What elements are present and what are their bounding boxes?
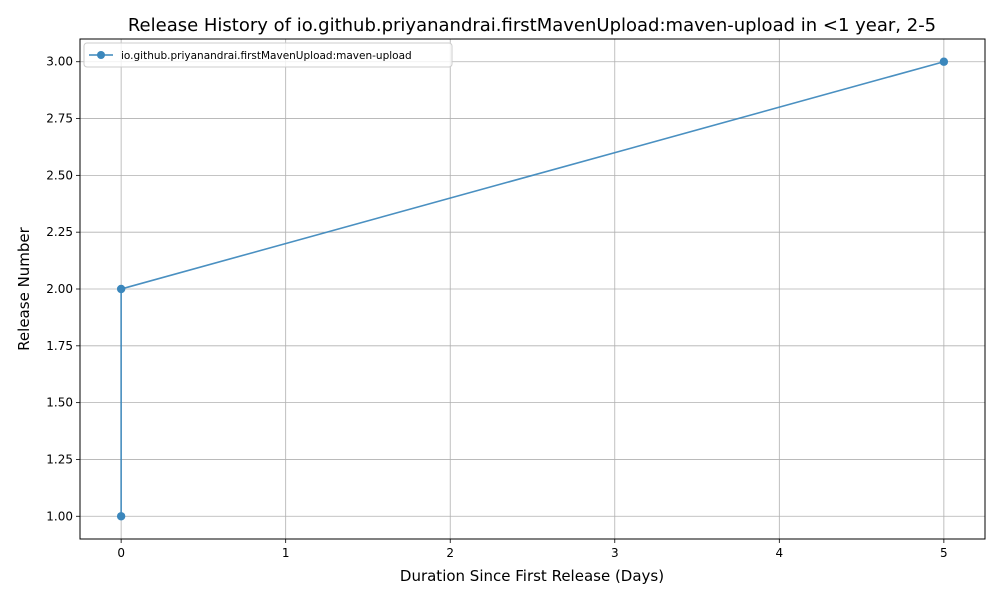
- x-tick-label: 1: [282, 546, 290, 560]
- chart-title: Release History of io.github.priyanandra…: [128, 15, 936, 36]
- legend-frame: [83, 42, 453, 68]
- ticks: 0 1 2 3 4 5 1.00 1.25 1.50 1.75 2.00 2.25 2.50 2.75 3.…: [46, 55, 947, 560]
- legend: io.github.priyanandrai.firstMavenUpload:…: [83, 42, 453, 68]
- y-tick-label: 2.25: [46, 225, 73, 239]
- data-point: [939, 57, 949, 66]
- y-tick-label: 2.75: [46, 112, 73, 126]
- y-tick-label: 1.25: [46, 452, 73, 466]
- x-axis-title: Duration Since First Release (Days): [400, 567, 664, 585]
- x-tick-label: 3: [611, 546, 619, 560]
- series-layer: [116, 57, 949, 521]
- y-tick-label: 1.75: [46, 339, 73, 353]
- y-axis-title: Release Number: [15, 226, 33, 350]
- grid: [80, 39, 985, 539]
- x-tick-label: 2: [446, 546, 454, 560]
- data-point: [116, 284, 126, 294]
- y-tick-label: 1.50: [46, 396, 73, 410]
- y-tick-label: 1.00: [46, 509, 73, 523]
- y-tick-label: 2.00: [46, 282, 73, 296]
- data-point: [116, 512, 126, 521]
- legend-marker: [97, 51, 105, 59]
- x-tick-label: 5: [940, 546, 948, 560]
- legend-label: io.github.priyanandrai.firstMavenUpload:…: [121, 50, 412, 62]
- y-tick-label: 2.50: [46, 168, 73, 182]
- x-tick-label: 0: [117, 546, 125, 560]
- y-tick-label: 3.00: [46, 55, 73, 69]
- x-tick-label: 4: [775, 546, 783, 560]
